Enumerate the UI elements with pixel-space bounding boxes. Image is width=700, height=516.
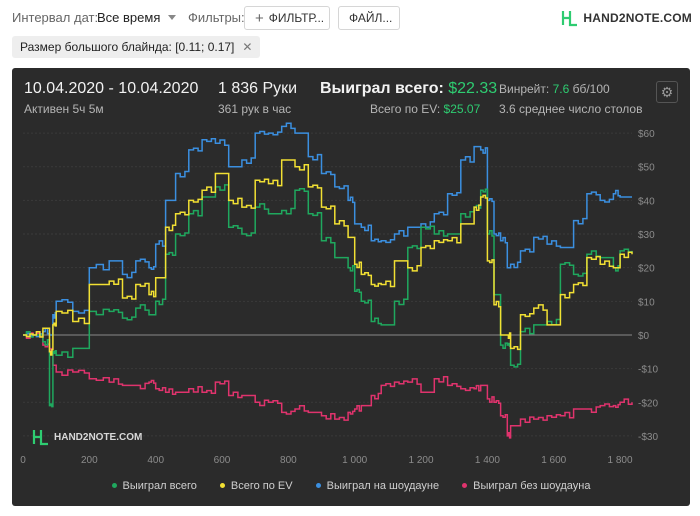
plus-icon: + bbox=[255, 10, 264, 27]
results-panel: 10.04.2020 - 10.04.2020 Активен 5ч 5м 1 … bbox=[12, 68, 690, 506]
legend-label-won: Выиграл всего bbox=[122, 480, 197, 492]
chevron-down-icon bbox=[168, 15, 177, 20]
series-line-showdown bbox=[23, 122, 632, 338]
filters-label: Фильтры: bbox=[188, 10, 245, 25]
active-filter-chip[interactable]: Размер большого блайнда: [0.11; 0.17] ✕ bbox=[12, 36, 261, 58]
y-tick-label: -$30 bbox=[638, 432, 658, 443]
x-tick-label: 1 000 bbox=[342, 455, 367, 466]
x-tick-label: 1 400 bbox=[475, 455, 500, 466]
brand-logo[interactable]: HAND2NOTE.COM bbox=[561, 8, 692, 28]
legend-item-showdown[interactable]: Выиграл на шоудауне bbox=[315, 480, 440, 492]
y-tick-label: -$20 bbox=[638, 398, 658, 409]
ev-total: Всего по EV: $25.07 bbox=[370, 102, 480, 116]
series-line-won bbox=[23, 184, 633, 408]
watermark-logo-icon bbox=[32, 430, 48, 446]
y-tick-label: $20 bbox=[638, 264, 655, 275]
winrate-label: Винрейт: bbox=[499, 82, 550, 96]
ev-total-label: Всего по EV: bbox=[370, 102, 441, 116]
x-tick-label: 600 bbox=[214, 455, 231, 466]
file-button[interactable]: ФАЙЛ... bbox=[338, 6, 400, 30]
won-total: Выиграл всего: $22.33 bbox=[320, 80, 497, 98]
x-tick-label: 400 bbox=[147, 455, 164, 466]
legend-label-ev: Всего по EV bbox=[230, 480, 293, 492]
legend-dot bbox=[111, 483, 117, 488]
date-interval-value: Все время bbox=[97, 10, 161, 25]
won-total-label: Выиграл всего: bbox=[320, 80, 444, 97]
x-tick-label: 800 bbox=[280, 455, 297, 466]
x-tick-label: 1 200 bbox=[409, 455, 434, 466]
legend-label-nonshowdown: Выиграл без шоудауна bbox=[473, 480, 591, 492]
date-interval-dropdown[interactable]: Все время bbox=[97, 10, 177, 25]
hands-rate: 361 рук в час bbox=[218, 102, 292, 116]
legend-dot bbox=[219, 483, 225, 488]
y-tick-label: $10 bbox=[638, 297, 655, 308]
legend-item-ev[interactable]: Всего по EV bbox=[219, 480, 293, 492]
file-button-label: ФАЙЛ... bbox=[349, 11, 393, 25]
y-tick-label: -$10 bbox=[638, 365, 658, 376]
chart-watermark: HAND2NOTE.COM bbox=[32, 428, 142, 446]
close-icon[interactable]: ✕ bbox=[242, 40, 253, 54]
winrate: Винрейт: 7.6 бб/100 bbox=[499, 82, 610, 96]
won-total-value: $22.33 bbox=[448, 80, 498, 97]
add-filter-label: ФИЛЬТР... bbox=[268, 11, 325, 25]
legend-item-nonshowdown[interactable]: Выиграл без шоудауна bbox=[462, 480, 590, 492]
settings-button[interactable]: ⚙ bbox=[656, 81, 678, 103]
x-tick-label: 1 800 bbox=[608, 455, 633, 466]
watermark-text: HAND2NOTE.COM bbox=[54, 431, 143, 443]
x-tick-label: 1 600 bbox=[541, 455, 566, 466]
legend-dot bbox=[315, 483, 321, 488]
winrate-value: 7.6 bbox=[552, 82, 570, 96]
series-line-nonshowdown bbox=[23, 332, 633, 439]
ev-total-value: $25.07 bbox=[443, 102, 481, 116]
chip-label: Размер большого блайнда: [0.11; 0.17] bbox=[20, 40, 235, 54]
legend-dot bbox=[462, 483, 468, 488]
date-interval-label: Интервал дат: bbox=[12, 10, 99, 25]
winrate-unit: бб/100 bbox=[572, 82, 610, 96]
avg-tables: 3.6 среднее число столов bbox=[499, 102, 643, 116]
y-tick-label: $0 bbox=[638, 331, 650, 342]
series-line-ev bbox=[23, 159, 633, 356]
legend-item-won[interactable]: Выиграл всего bbox=[111, 480, 197, 492]
date-range: 10.04.2020 - 10.04.2020 bbox=[24, 80, 199, 97]
y-tick-label: $50 bbox=[638, 163, 655, 174]
x-tick-label: 0 bbox=[20, 455, 26, 466]
hands-count: 1 836 Руки bbox=[218, 80, 298, 97]
chart-legend: Выиграл всего Всего по EV Выиграл на шоу… bbox=[12, 480, 690, 492]
legend-label-showdown: Выиграл на шоудауне bbox=[326, 480, 440, 492]
logo-text: HAND2NOTE.COM bbox=[583, 11, 692, 25]
add-filter-button[interactable]: + ФИЛЬТР... bbox=[244, 6, 330, 30]
y-tick-label: $30 bbox=[638, 230, 655, 241]
active-time: Активен 5ч 5м bbox=[24, 102, 104, 116]
logo-icon bbox=[562, 11, 578, 27]
gear-icon: ⚙ bbox=[660, 83, 674, 100]
filter-bar: Интервал дат: Все время Фильтры: + ФИЛЬТР… bbox=[0, 0, 700, 36]
y-tick-label: $60 bbox=[638, 129, 655, 140]
x-tick-label: 200 bbox=[81, 455, 98, 466]
y-tick-label: $40 bbox=[638, 196, 655, 207]
profit-chart: $60 $50 $40 $30 $20 $10 $0 -$10 -$20 -$30 0 200 400 6… bbox=[20, 122, 658, 466]
